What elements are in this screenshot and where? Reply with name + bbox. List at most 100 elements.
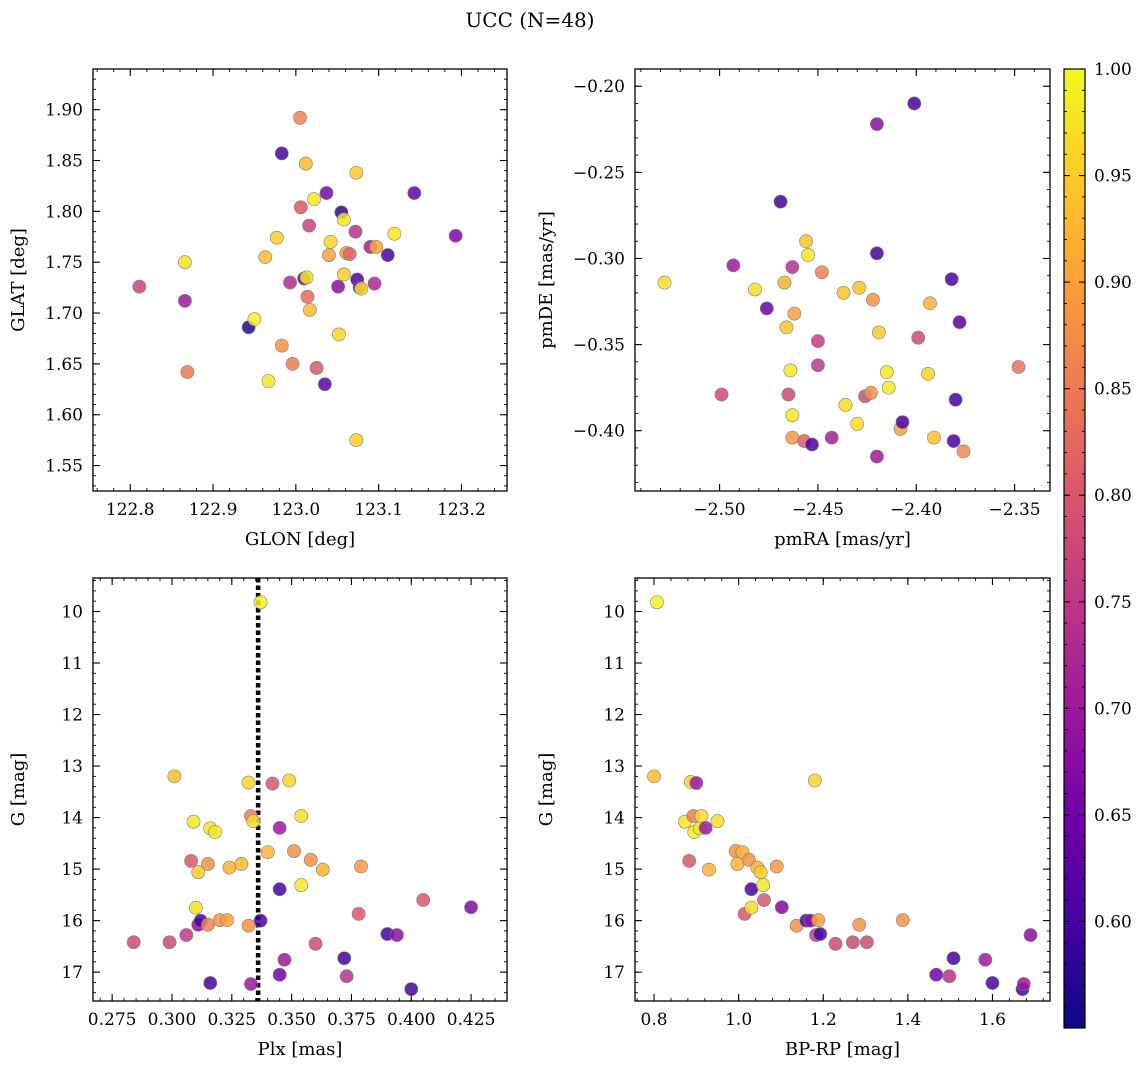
data-point bbox=[813, 927, 828, 941]
data-point bbox=[200, 857, 215, 871]
data-point bbox=[864, 385, 878, 400]
data-point bbox=[927, 430, 941, 445]
data-point bbox=[698, 820, 713, 835]
data-point bbox=[241, 775, 256, 790]
panel-glon-glat: 122.8 122.9 123.0 123.1 123.2 1.55 1.60 1.65 1.7… bbox=[8, 68, 508, 550]
data-point bbox=[787, 306, 802, 321]
x-tick-label: 1.6 bbox=[979, 1010, 1006, 1030]
axes-frame bbox=[634, 68, 1051, 492]
y-axis-label: pmDE [mas/yr] bbox=[536, 211, 557, 349]
data-point bbox=[850, 416, 865, 431]
data-point bbox=[274, 146, 289, 161]
data-point bbox=[126, 935, 141, 950]
axes-frame bbox=[634, 577, 1051, 1002]
data-point bbox=[769, 859, 784, 874]
y-tick-label: −0.25 bbox=[573, 163, 625, 183]
x-tick-label: −2.40 bbox=[890, 500, 942, 520]
data-point bbox=[253, 595, 268, 610]
data-point bbox=[247, 312, 262, 327]
data-point bbox=[387, 226, 402, 241]
data-point bbox=[811, 913, 826, 928]
data-point bbox=[404, 982, 419, 997]
y-axis-label: G [mag] bbox=[536, 753, 557, 826]
data-point bbox=[756, 878, 771, 892]
data-point bbox=[870, 246, 884, 261]
colorbar: 0.60 0.65 0.70 0.75 0.80 0.85 0.90 0.95 1.00 bbox=[1063, 60, 1132, 1029]
data-point bbox=[354, 281, 369, 296]
data-point bbox=[390, 928, 404, 942]
data-point bbox=[302, 218, 317, 233]
y-tick-label: 17 bbox=[603, 963, 625, 983]
data-point bbox=[759, 301, 774, 316]
x-tick-label: −2.50 bbox=[694, 500, 746, 520]
data-point bbox=[180, 365, 195, 379]
data-point bbox=[294, 809, 309, 823]
data-point bbox=[307, 192, 321, 207]
data-point bbox=[870, 117, 884, 132]
data-point bbox=[744, 900, 759, 915]
data-point bbox=[781, 387, 796, 402]
data-point bbox=[203, 976, 218, 990]
data-point bbox=[805, 437, 819, 452]
x-tick-label: 0.8 bbox=[641, 1010, 668, 1030]
y-axis-label: GLAT [deg] bbox=[8, 228, 29, 332]
data-point bbox=[322, 248, 336, 262]
data-point bbox=[852, 917, 867, 932]
x-tick-label: 0.400 bbox=[387, 1010, 436, 1030]
y-tick-label: 13 bbox=[61, 757, 83, 777]
colorbar-tick-label: 0.85 bbox=[1094, 380, 1132, 400]
data-point bbox=[929, 967, 944, 982]
data-point bbox=[774, 900, 789, 915]
y-tick-label: 11 bbox=[603, 654, 625, 674]
data-point bbox=[309, 361, 324, 375]
data-point bbox=[879, 365, 894, 380]
data-point bbox=[272, 882, 287, 897]
data-point bbox=[407, 186, 422, 200]
x-tick-label: 0.425 bbox=[447, 1010, 496, 1030]
data-point bbox=[779, 320, 794, 335]
data-point bbox=[871, 325, 886, 340]
colorbar-fill bbox=[1063, 68, 1086, 1029]
colorbar-tick-label: 1.00 bbox=[1094, 60, 1132, 80]
data-point bbox=[866, 292, 880, 307]
colorbar-tick-label: 0.70 bbox=[1094, 699, 1132, 719]
y-tick-label: 1.80 bbox=[45, 202, 83, 222]
data-point bbox=[895, 913, 910, 928]
data-point bbox=[811, 334, 825, 349]
data-point bbox=[220, 913, 234, 928]
x-tick-label: 0.300 bbox=[148, 1010, 197, 1030]
data-point bbox=[323, 234, 338, 249]
x-tick-label: 1.0 bbox=[725, 1010, 752, 1030]
data-point bbox=[881, 380, 896, 395]
data-points bbox=[132, 110, 463, 448]
data-point bbox=[261, 374, 276, 389]
panel-plx-g: 0.275 0.300 0.325 0.350 0.375 0.400 0.425 10 11 1… bbox=[8, 577, 508, 1060]
data-point bbox=[332, 327, 346, 342]
data-point bbox=[956, 444, 971, 459]
data-point bbox=[946, 434, 961, 448]
colorbar-ticks: 0.60 0.65 0.70 0.75 0.80 0.85 0.90 0.95 1.00 bbox=[1064, 60, 1132, 1029]
y-tick-label: 1.70 bbox=[45, 304, 83, 324]
data-point bbox=[942, 969, 957, 984]
data-point bbox=[178, 293, 192, 308]
data-point bbox=[757, 893, 771, 907]
data-point bbox=[189, 900, 203, 915]
data-point bbox=[801, 248, 815, 262]
data-point bbox=[303, 303, 317, 317]
data-point bbox=[246, 814, 261, 829]
data-point bbox=[162, 935, 177, 950]
x-tick-label: 123.0 bbox=[272, 500, 321, 520]
data-point bbox=[241, 918, 256, 933]
data-point bbox=[464, 900, 479, 915]
y-tick-label: 13 bbox=[603, 757, 625, 777]
x-axis-label: Plx [mas] bbox=[258, 1039, 343, 1060]
x-tick-label: 1.2 bbox=[810, 1010, 837, 1030]
data-point bbox=[349, 433, 364, 448]
data-point bbox=[852, 280, 867, 295]
y-tick-label: 1.55 bbox=[45, 457, 83, 477]
data-point bbox=[785, 430, 800, 445]
data-point bbox=[702, 862, 716, 877]
data-point bbox=[167, 769, 182, 784]
data-point bbox=[828, 936, 843, 951]
